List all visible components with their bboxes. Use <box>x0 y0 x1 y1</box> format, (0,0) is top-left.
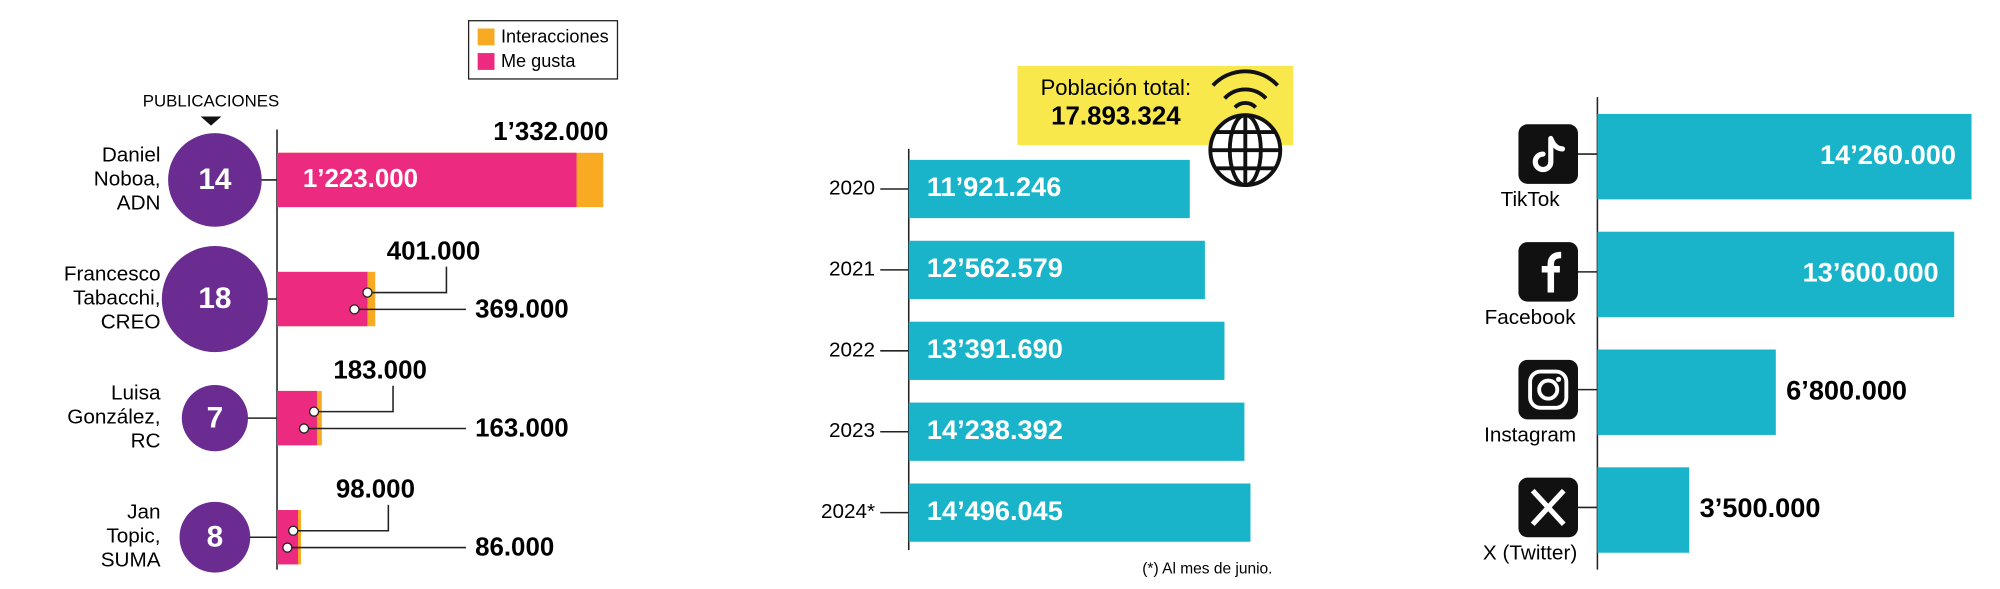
value-label: 3’500.000 <box>1700 492 1821 523</box>
bar <box>1597 113 1972 200</box>
bar <box>908 402 1245 461</box>
legend-label: Interacciones <box>501 26 609 46</box>
value-label: 6’800.000 <box>1786 374 1907 405</box>
callout-label: Población total: <box>1041 75 1191 100</box>
network-icon <box>1518 242 1578 302</box>
pointer <box>200 116 222 126</box>
bar-me-gusta <box>277 271 368 327</box>
candidate-name: SUMA <box>101 549 161 572</box>
value-label: 12’562.579 <box>927 252 1063 283</box>
icon-bg <box>1518 359 1578 420</box>
value-label: 13’600.000 <box>1803 257 1939 288</box>
callout-dot <box>362 287 373 298</box>
publication-count: 8 <box>207 520 224 553</box>
network-icon <box>1518 124 1578 184</box>
publication-count: 7 <box>207 401 224 434</box>
candidate-name: Luisa <box>111 382 161 405</box>
bar <box>1597 467 1690 553</box>
value-label: 1’332.000 <box>493 118 608 146</box>
year-label: 2020 <box>829 176 875 199</box>
bar-me-gusta <box>277 152 577 208</box>
publication-circle <box>168 133 262 227</box>
year-label: 2021 <box>829 257 875 280</box>
year-label: 2023 <box>829 419 875 442</box>
publication-circle <box>179 501 251 573</box>
value-label: 11’921.246 <box>927 171 1062 202</box>
bar <box>908 240 1205 300</box>
callout-value: 17.893.324 <box>1051 103 1181 131</box>
value-label: 401.000 <box>387 237 481 265</box>
candidate-name: González, <box>67 406 160 429</box>
network-icon <box>1518 477 1578 538</box>
value-label: 163.000 <box>475 415 569 443</box>
value-label: 369.000 <box>475 296 569 324</box>
icon-glyph <box>1541 251 1562 293</box>
value-label: 13’391.690 <box>927 333 1063 364</box>
candidate-name: RC <box>131 430 161 453</box>
callout-dot <box>349 304 360 315</box>
candidate-name: CREO <box>101 310 161 333</box>
candidate-name: Noboa, <box>94 167 161 190</box>
network-label: TikTok <box>1501 188 1561 211</box>
publication-circle <box>161 245 268 353</box>
candidate-name: Francesco <box>64 263 161 286</box>
publication-count: 14 <box>198 163 232 196</box>
value-label: 98.000 <box>336 475 415 503</box>
icon-glyph <box>1537 378 1560 401</box>
bar <box>908 483 1251 542</box>
network-icon <box>1518 359 1578 420</box>
callout-line <box>314 385 394 413</box>
network-label: X (Twitter) <box>1483 542 1577 565</box>
callout-dot <box>298 423 310 434</box>
value-label: 86.000 <box>475 534 554 562</box>
callout-dot <box>282 542 293 553</box>
bar <box>908 159 1190 219</box>
callout-dot <box>308 406 320 417</box>
network-label: Facebook <box>1485 306 1577 329</box>
year-label: 2024* <box>821 500 875 523</box>
callout-line <box>293 504 390 532</box>
publication-count: 18 <box>198 282 231 315</box>
candidate-name: Tabacchi, <box>73 286 160 309</box>
icon-glyph <box>1530 488 1566 527</box>
callout-line <box>367 266 448 294</box>
value-label: 14’238.392 <box>927 414 1063 445</box>
publications-title: PUBLICACIONES <box>143 92 279 111</box>
candidate-name: Jan <box>127 501 160 524</box>
icon-glyph <box>1555 376 1562 382</box>
callout-dot <box>288 525 299 536</box>
publication-circle <box>181 385 248 452</box>
value-label: 14’496.045 <box>927 495 1063 526</box>
year-label: 2022 <box>829 338 875 361</box>
candidate-name: ADN <box>117 191 161 214</box>
legend-swatch <box>477 53 495 70</box>
bar <box>1597 349 1776 435</box>
value-label: 183.000 <box>333 356 427 384</box>
bar-me-gusta <box>277 390 317 446</box>
bar-me-gusta <box>277 510 299 565</box>
value-label: 14’260.000 <box>1820 139 1956 170</box>
value-label: 1’223.000 <box>303 165 418 193</box>
bar <box>908 321 1225 380</box>
network-label: Instagram <box>1484 424 1576 447</box>
icon-glyph <box>1532 135 1566 173</box>
globe-icon <box>1208 69 1283 188</box>
footnote: (*) Al mes de junio. <box>1142 561 1272 578</box>
legend-label: Me gusta <box>501 51 576 71</box>
icon-glyph <box>1528 369 1569 410</box>
bar <box>1597 231 1955 318</box>
candidate-name: Daniel <box>102 143 161 166</box>
legend-swatch <box>477 28 495 46</box>
candidate-name: Topic, <box>106 525 160 548</box>
